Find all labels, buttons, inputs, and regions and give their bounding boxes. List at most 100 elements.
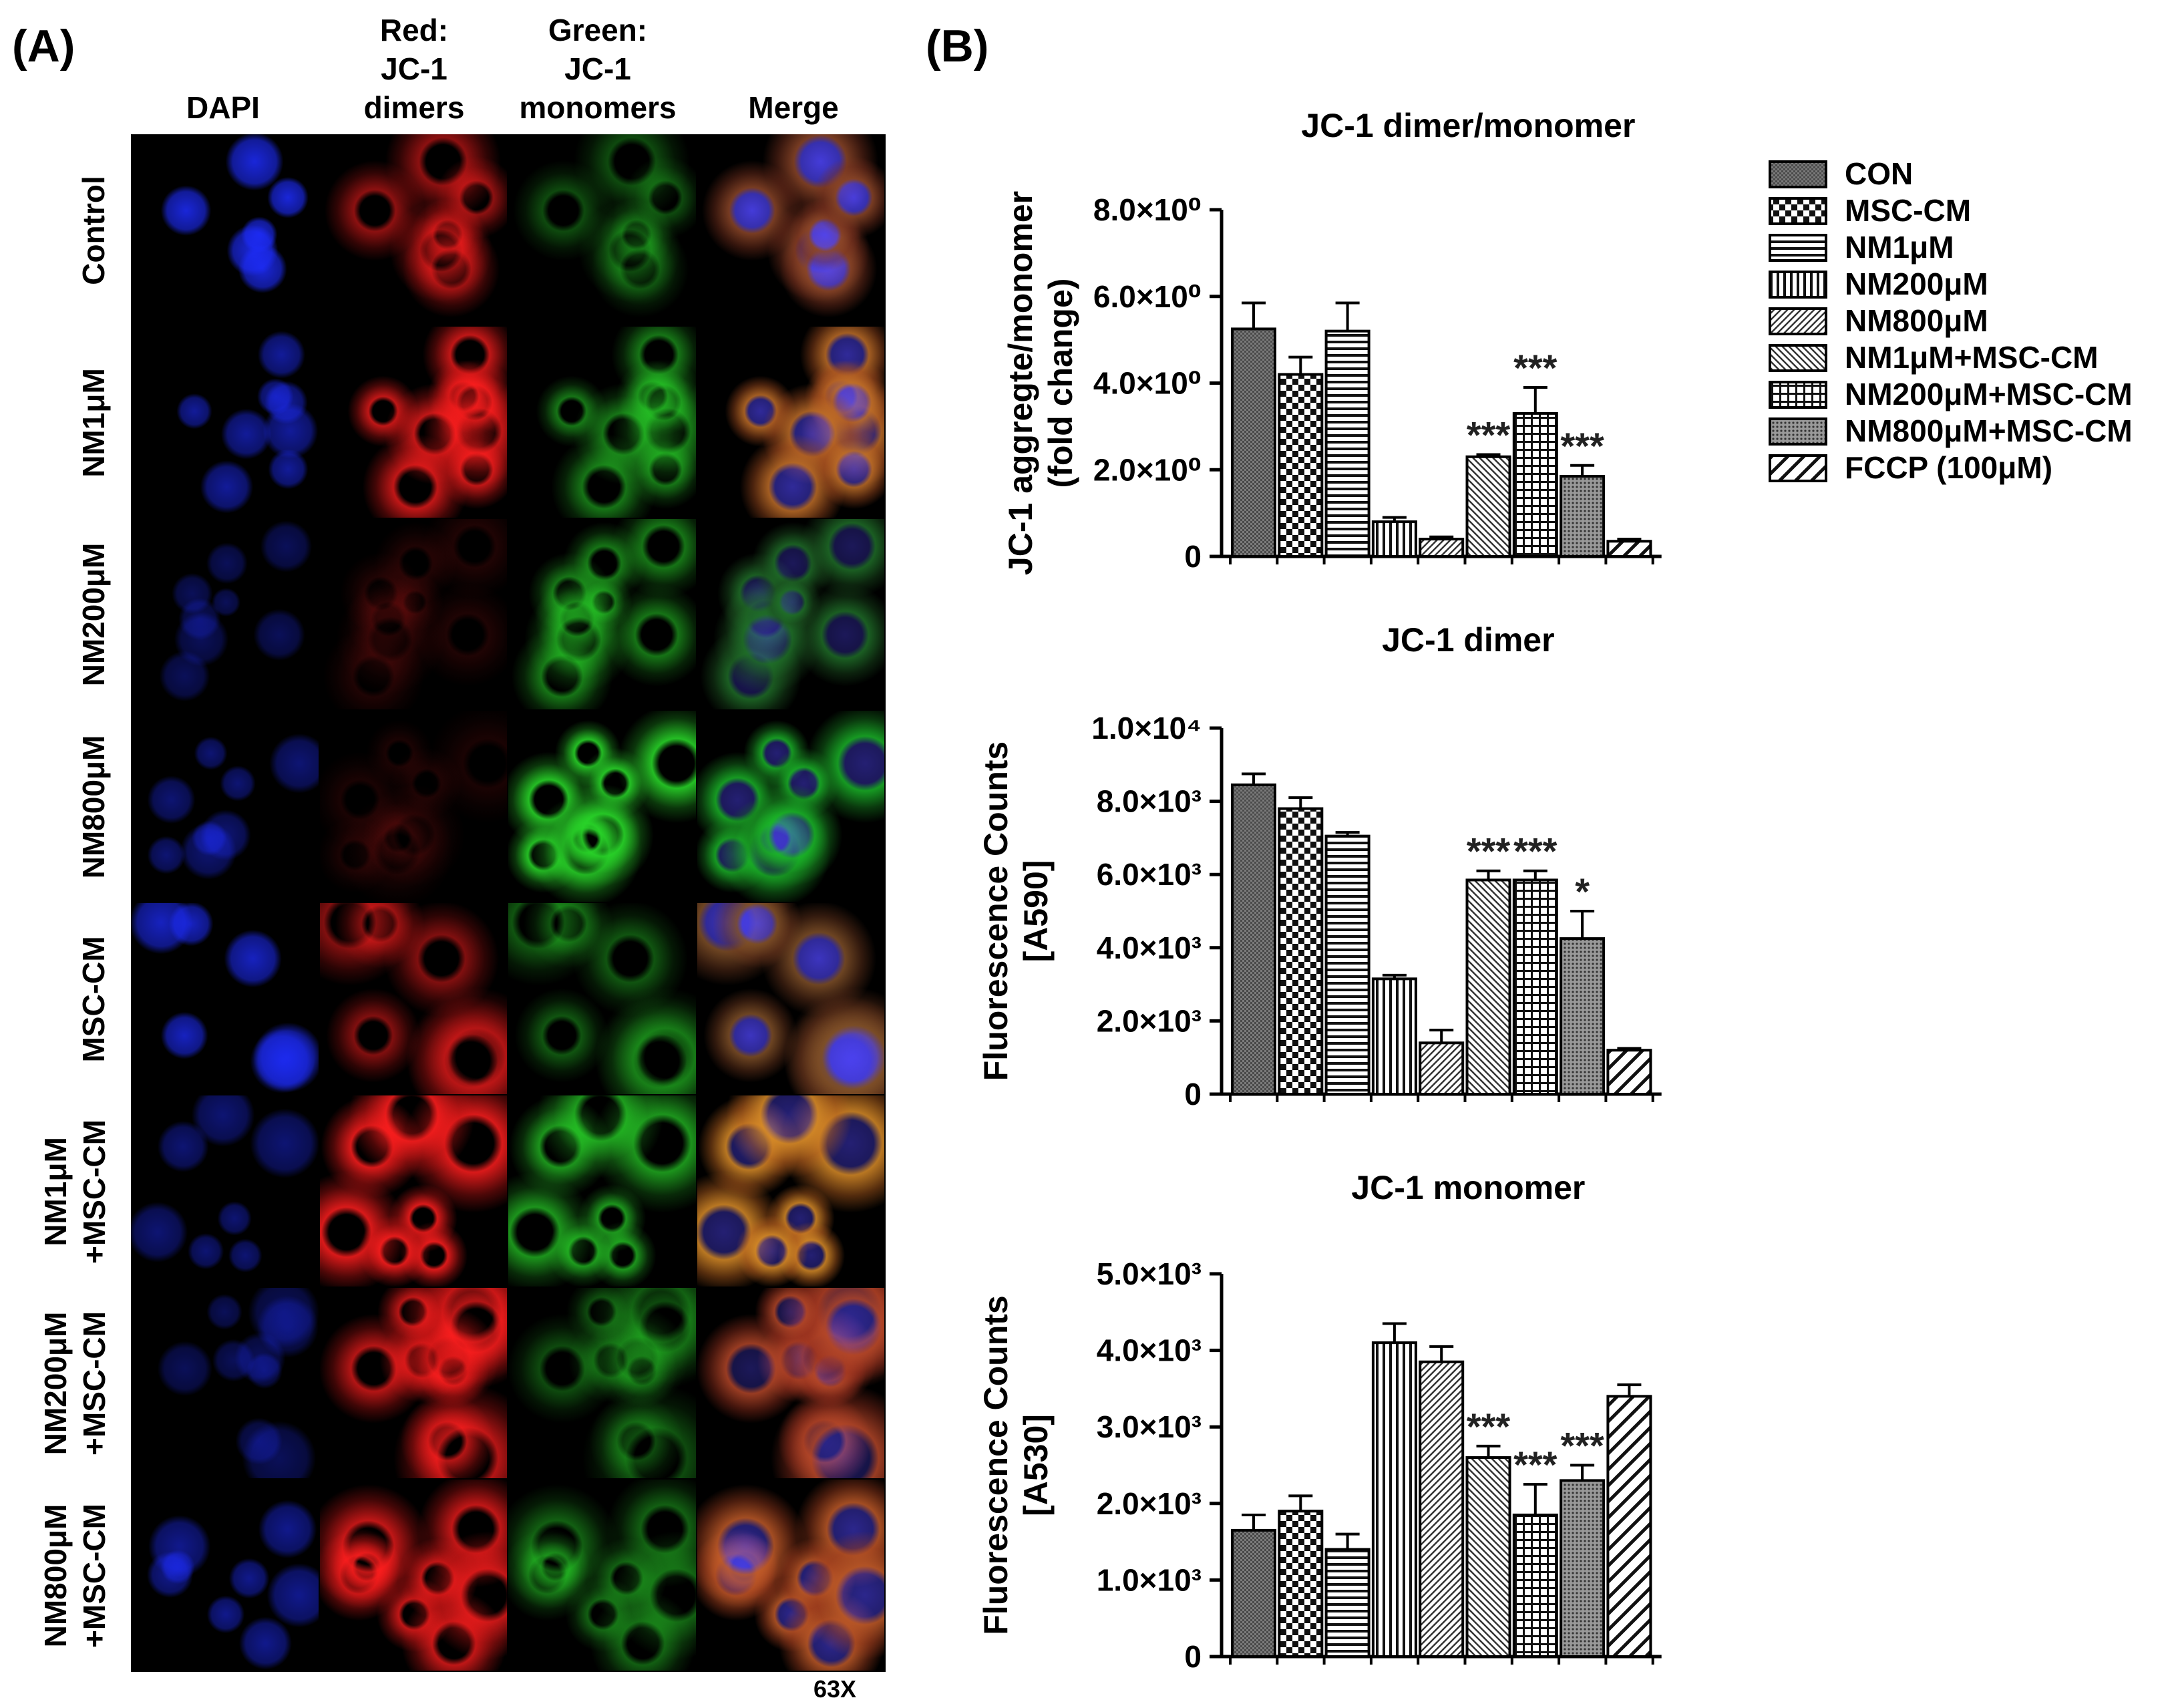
legend: CONMSC-CMNM1μMNM200μMNM800μMNM1μM+MSC-CM…: [1769, 156, 2133, 485]
y-axis-label: Fluorescence Counts: [977, 741, 1015, 1081]
micrograph-grid: [131, 134, 886, 1672]
chart-3: JC-1 monomer Fluorescence Counts [A530] 0 1.…: [977, 1169, 1662, 1674]
error-bar: [1429, 535, 1454, 540]
micrograph-green: [508, 134, 696, 325]
legend-label: NM800μM+MSC-CM: [1845, 413, 2133, 448]
micrograph-merge: [697, 134, 884, 325]
y-tick-label: 3.0×10³: [1097, 1409, 1202, 1444]
micrograph-green: [508, 903, 696, 1094]
column-header: DAPI: [186, 90, 260, 125]
bar: [1419, 1360, 1465, 1659]
y-axis-label: [A590]: [1017, 860, 1055, 963]
micrograph-green: [508, 1287, 696, 1479]
bar: [1560, 937, 1606, 1095]
y-tick-label: 2.0×10³: [1097, 1486, 1202, 1521]
significance-label: ***: [1467, 1405, 1511, 1447]
micrograph-green: [508, 326, 696, 518]
error-bar: [1476, 1444, 1501, 1458]
error-bar: [1335, 831, 1360, 836]
legend-label: NM1μM: [1845, 230, 1954, 265]
y-tick-label: 1.0×10³: [1097, 1562, 1202, 1597]
chart-title: JC-1 dimer/monomer: [1301, 107, 1635, 144]
micrograph-red: [319, 326, 507, 518]
significance-label: ***: [1513, 1443, 1558, 1486]
chart-1: JC-1 dimer/monomer JC-1 aggregte/monomer(…: [1002, 107, 1662, 575]
y-tick-label: 4.0×10⁰: [1093, 366, 1202, 401]
error-bar: [1570, 1464, 1595, 1481]
error-bar: [1570, 464, 1595, 476]
micrograph-merge: [697, 903, 884, 1094]
chart-title: JC-1 dimer: [1382, 621, 1554, 659]
micrograph-red: [319, 711, 507, 902]
error-bar: [1335, 301, 1360, 331]
error-bar: [1335, 1532, 1360, 1550]
bar: [1465, 878, 1511, 1096]
micrograph-dapi: [131, 711, 319, 902]
error-bar: [1242, 1513, 1266, 1530]
error-bar: [1523, 385, 1548, 413]
significance-label: ***: [1560, 1425, 1604, 1467]
y-tick-label: 4.0×10³: [1097, 1333, 1202, 1368]
bar: [1231, 1528, 1276, 1658]
micrograph-dapi: [131, 1480, 319, 1671]
significance-label: ***: [1467, 830, 1511, 872]
significance-label: ***: [1560, 425, 1604, 467]
y-tick-label: 8.0×10⁰: [1093, 192, 1202, 227]
y-tick-label: 0: [1184, 1077, 1202, 1112]
micrograph-green: [508, 1480, 696, 1671]
bar: [1324, 329, 1371, 558]
micrograph-merge: [697, 1287, 884, 1479]
legend-swatch: [1769, 197, 1827, 225]
y-tick-label: 5.0×10³: [1097, 1256, 1202, 1291]
significance-label: ***: [1513, 347, 1558, 389]
y-axis-label: [A530]: [1017, 1414, 1055, 1516]
error-bar: [1288, 796, 1313, 809]
error-bar: [1429, 1345, 1454, 1362]
bar: [1512, 1513, 1558, 1658]
error-bar: [1570, 910, 1595, 939]
panel-b-label: (B): [926, 21, 989, 71]
micrograph-dapi: [131, 134, 319, 325]
micrograph-red: [319, 903, 507, 1094]
micrograph-green: [508, 1095, 696, 1287]
bar: [1371, 1341, 1417, 1658]
legend-label: CON: [1845, 156, 1913, 191]
legend-swatch: [1769, 417, 1827, 446]
error-bar: [1523, 1483, 1548, 1515]
micrograph-merge: [697, 711, 884, 902]
legend-swatch: [1769, 307, 1827, 335]
y-tick-label: 4.0×10³: [1097, 930, 1202, 965]
y-tick-label: 2.0×10³: [1097, 1003, 1202, 1038]
micrograph-red: [319, 1287, 507, 1479]
bar: [1465, 455, 1511, 558]
y-tick-label: 6.0×10⁰: [1093, 279, 1202, 314]
y-axis-label: Fluorescence Counts: [977, 1295, 1015, 1635]
error-bar: [1617, 1047, 1642, 1051]
y-axis-label: (fold change): [1042, 279, 1079, 488]
legend-label: FCCP (100μM): [1845, 450, 2052, 485]
legend-label: NM800μM: [1845, 303, 1988, 338]
chart-title: JC-1 monomer: [1351, 1169, 1585, 1206]
bar: [1419, 1041, 1465, 1096]
error-bar: [1476, 453, 1501, 457]
bar: [1371, 520, 1417, 558]
micrograph-red: [319, 134, 507, 325]
y-axis-label: JC-1 aggregte/monomer: [1002, 191, 1039, 575]
micrograph-green: [508, 518, 696, 710]
micrograph-merge: [697, 518, 884, 710]
micrograph-merge: [697, 326, 884, 518]
bar: [1231, 327, 1276, 558]
error-bar: [1382, 973, 1407, 979]
column-header: Merge: [748, 90, 839, 125]
error-bar: [1288, 355, 1313, 375]
legend-swatch: [1769, 344, 1827, 372]
error-bar: [1288, 1494, 1313, 1512]
micrograph-dapi: [131, 326, 319, 518]
panel-a-label: (A): [12, 21, 75, 71]
chart-2: JC-1 dimer Fluorescence Counts [A590] 0 2.0×…: [977, 621, 1662, 1112]
bar: [1278, 1510, 1324, 1659]
micrograph-merge: [697, 1095, 884, 1287]
significance-label: ***: [1513, 830, 1558, 872]
legend-label: MSC-CM: [1845, 193, 1971, 228]
micrograph-red: [319, 1480, 507, 1671]
